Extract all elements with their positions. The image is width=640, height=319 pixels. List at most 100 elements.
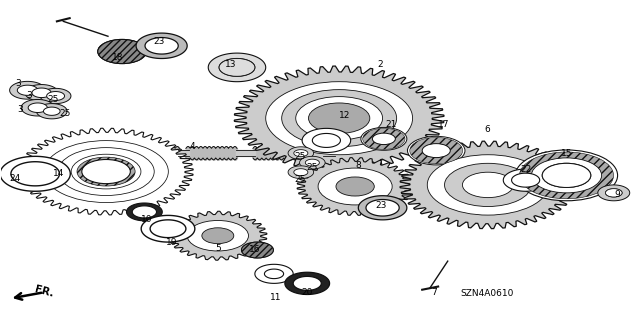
Polygon shape — [511, 173, 540, 187]
Text: 12: 12 — [339, 111, 350, 120]
Polygon shape — [605, 189, 622, 197]
Text: 18: 18 — [112, 53, 124, 62]
Polygon shape — [10, 81, 45, 99]
Text: 10: 10 — [141, 215, 152, 224]
Text: SZN4A0610: SZN4A0610 — [461, 289, 514, 298]
Polygon shape — [202, 228, 234, 244]
Polygon shape — [234, 66, 444, 170]
Polygon shape — [141, 215, 195, 242]
Polygon shape — [598, 185, 630, 201]
Polygon shape — [169, 211, 267, 260]
Circle shape — [77, 157, 135, 186]
Polygon shape — [302, 128, 351, 152]
Text: 4: 4 — [189, 142, 195, 151]
Circle shape — [202, 228, 234, 244]
Circle shape — [98, 40, 147, 63]
Polygon shape — [305, 159, 319, 166]
Text: 23: 23 — [154, 38, 164, 47]
Text: 5: 5 — [215, 244, 221, 253]
Text: 20: 20 — [301, 288, 313, 297]
Circle shape — [542, 163, 591, 188]
Polygon shape — [47, 92, 65, 100]
Text: 19: 19 — [166, 238, 177, 247]
Polygon shape — [293, 276, 321, 290]
Circle shape — [531, 158, 602, 193]
Polygon shape — [136, 33, 187, 58]
Polygon shape — [288, 166, 314, 179]
Polygon shape — [294, 150, 308, 157]
Polygon shape — [21, 100, 54, 116]
Polygon shape — [308, 103, 370, 133]
Polygon shape — [132, 206, 157, 218]
Polygon shape — [17, 85, 38, 95]
Circle shape — [266, 82, 413, 155]
Circle shape — [318, 168, 392, 205]
Polygon shape — [40, 88, 71, 104]
Text: 25: 25 — [59, 109, 70, 118]
Polygon shape — [145, 38, 178, 54]
Circle shape — [428, 155, 548, 215]
Circle shape — [445, 163, 531, 206]
Polygon shape — [28, 103, 47, 113]
Polygon shape — [19, 128, 193, 215]
Polygon shape — [503, 169, 548, 191]
Polygon shape — [358, 196, 407, 220]
Text: 21: 21 — [386, 120, 397, 129]
Text: 2: 2 — [378, 60, 383, 69]
Polygon shape — [255, 264, 293, 283]
Text: 23: 23 — [376, 201, 387, 210]
Text: FR.: FR. — [34, 284, 55, 299]
Polygon shape — [300, 156, 325, 169]
Polygon shape — [297, 158, 413, 215]
Text: 8: 8 — [355, 161, 361, 170]
Text: 6: 6 — [484, 125, 490, 134]
Text: 3: 3 — [26, 92, 31, 100]
Circle shape — [605, 189, 622, 197]
Text: 25: 25 — [294, 175, 305, 184]
Text: 3: 3 — [16, 79, 22, 88]
Circle shape — [520, 152, 614, 199]
Text: 9: 9 — [614, 190, 620, 199]
Polygon shape — [32, 88, 51, 98]
Circle shape — [98, 40, 147, 63]
Text: 25: 25 — [47, 95, 59, 104]
Polygon shape — [294, 169, 308, 176]
Text: 22: 22 — [520, 165, 531, 174]
Circle shape — [515, 150, 618, 201]
Circle shape — [361, 127, 407, 150]
Circle shape — [410, 137, 463, 164]
Circle shape — [363, 128, 405, 149]
Circle shape — [408, 136, 465, 165]
Circle shape — [308, 103, 370, 133]
Circle shape — [282, 90, 397, 147]
Polygon shape — [25, 85, 58, 101]
Polygon shape — [219, 58, 255, 76]
Polygon shape — [11, 162, 60, 186]
Polygon shape — [44, 107, 60, 115]
Polygon shape — [285, 272, 330, 294]
Text: 24: 24 — [9, 174, 20, 183]
Circle shape — [219, 58, 255, 76]
Polygon shape — [400, 141, 576, 229]
Polygon shape — [264, 269, 284, 278]
Polygon shape — [463, 172, 513, 197]
Text: 15: 15 — [561, 149, 572, 158]
Text: 17: 17 — [438, 120, 450, 129]
Text: 14: 14 — [52, 169, 64, 178]
Text: 11: 11 — [269, 293, 281, 302]
Polygon shape — [0, 156, 70, 191]
Polygon shape — [288, 147, 314, 160]
Polygon shape — [312, 133, 340, 147]
Text: 7: 7 — [431, 288, 436, 297]
Circle shape — [372, 133, 396, 145]
Circle shape — [336, 177, 374, 196]
Polygon shape — [127, 203, 163, 221]
Polygon shape — [366, 199, 399, 216]
Circle shape — [187, 220, 248, 251]
Circle shape — [463, 172, 513, 197]
Circle shape — [241, 242, 273, 258]
Circle shape — [82, 160, 131, 184]
Polygon shape — [208, 53, 266, 82]
Text: 25: 25 — [294, 152, 305, 161]
Circle shape — [241, 242, 273, 258]
